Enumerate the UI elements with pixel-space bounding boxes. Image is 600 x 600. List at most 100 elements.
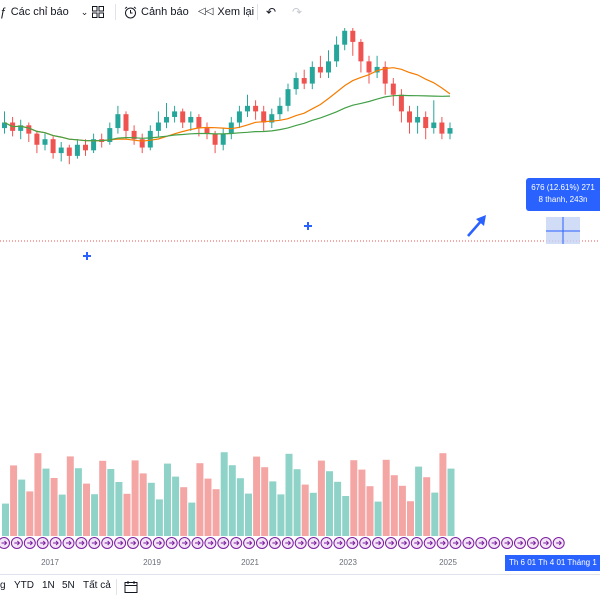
event-marker[interactable]: [139, 537, 152, 549]
volume-bar: [220, 452, 228, 536]
redo-button[interactable]: ↷: [292, 0, 302, 24]
volume-bar: [196, 463, 204, 536]
volume-bar: [188, 502, 196, 536]
volume-bar: [285, 453, 293, 536]
event-marker[interactable]: [217, 537, 230, 549]
event-marker[interactable]: [10, 537, 23, 549]
event-marker[interactable]: [256, 537, 268, 549]
event-marker[interactable]: [359, 537, 372, 549]
event-marker[interactable]: [165, 537, 178, 549]
calendar-range-icon[interactable]: [124, 580, 138, 594]
event-marker[interactable]: [385, 537, 397, 549]
range-button-5y[interactable]: 5N: [62, 580, 75, 591]
candle: [204, 122, 210, 140]
volume-bar: [204, 478, 212, 536]
date-range-bar: g YTD 1N 5N Tất cả: [0, 574, 600, 600]
indicators-button[interactable]: ƒ Các chỉ báo ⌄: [0, 0, 88, 24]
year-tick-label: 2023: [339, 558, 357, 567]
volume-bar: [277, 494, 285, 536]
volume-bar: [50, 478, 58, 536]
event-marker[interactable]: [488, 537, 501, 549]
range-button-ytd[interactable]: YTD: [14, 580, 34, 591]
candle: [407, 105, 412, 134]
volume-bar: [147, 482, 155, 536]
event-marker[interactable]: [36, 537, 49, 549]
crossover-marker[interactable]: [83, 252, 91, 260]
volume-bar: [2, 503, 9, 536]
range-button-all[interactable]: Tất cả: [83, 580, 111, 591]
event-marker[interactable]: [475, 537, 488, 549]
undo-button[interactable]: ↶: [266, 0, 276, 24]
event-marker[interactable]: [397, 537, 410, 549]
event-marker[interactable]: [127, 537, 139, 549]
event-marker[interactable]: [23, 537, 36, 549]
candle: [212, 130, 218, 154]
event-marker[interactable]: [62, 537, 75, 549]
event-marker[interactable]: [307, 537, 320, 549]
event-marker[interactable]: [449, 537, 462, 549]
price-chart[interactable]: [0, 24, 600, 554]
event-marker[interactable]: [243, 537, 256, 549]
candle: [334, 36, 340, 67]
event-marker[interactable]: [526, 537, 539, 549]
volume-bar: [439, 453, 447, 536]
volume-bar: [172, 476, 180, 536]
alerts-button[interactable]: Cảnh báo: [124, 0, 189, 24]
measure-target-box[interactable]: [546, 217, 580, 244]
event-marker[interactable]: [281, 537, 294, 549]
crossover-marker[interactable]: [304, 222, 312, 230]
indicators-icon: ƒ: [0, 5, 7, 19]
event-marker[interactable]: [152, 537, 165, 549]
volume-bar: [236, 478, 244, 536]
candle: [447, 122, 453, 140]
event-marker[interactable]: [552, 537, 565, 549]
event-marker[interactable]: [333, 537, 346, 549]
event-marker[interactable]: [462, 537, 475, 549]
volume-bar: [366, 486, 374, 536]
event-marker[interactable]: [423, 537, 436, 549]
event-marker[interactable]: [436, 537, 449, 549]
volume-bar: [350, 460, 358, 536]
candle: [74, 139, 80, 159]
toolbar-divider: [115, 4, 116, 20]
volume-bar: [431, 492, 439, 536]
event-marker[interactable]: [191, 537, 204, 549]
event-marker[interactable]: [372, 537, 385, 549]
event-marker[interactable]: [101, 537, 114, 549]
event-marker[interactable]: [49, 537, 62, 549]
layouts-button[interactable]: [92, 0, 104, 24]
volume-bar: [83, 483, 90, 536]
candle: [285, 83, 291, 112]
event-marker[interactable]: [88, 537, 101, 549]
range-button-partial[interactable]: g: [0, 580, 6, 591]
candle: [277, 97, 283, 120]
range-button-1y[interactable]: 1N: [42, 580, 55, 591]
event-marker[interactable]: [501, 537, 514, 549]
event-marker[interactable]: [294, 537, 307, 549]
candle: [155, 111, 161, 137]
candle: [309, 61, 315, 90]
event-marker[interactable]: [0, 537, 10, 549]
event-marker[interactable]: [268, 537, 281, 549]
event-marker[interactable]: [114, 537, 127, 549]
volume-bar: [269, 481, 277, 536]
event-marker[interactable]: [539, 537, 552, 549]
volume-bar: [317, 460, 325, 536]
event-marker[interactable]: [410, 537, 423, 549]
candle: [91, 133, 97, 154]
event-marker[interactable]: [230, 537, 243, 549]
candle: [18, 119, 24, 140]
layout-grid-icon: [92, 6, 104, 18]
volume-bar: [99, 460, 107, 536]
event-marker[interactable]: [75, 537, 88, 549]
event-marker[interactable]: [178, 537, 191, 549]
event-marker[interactable]: [320, 537, 333, 549]
event-marker[interactable]: [204, 537, 217, 549]
replay-label: Xem lại: [217, 6, 255, 18]
event-marker[interactable]: [514, 537, 526, 549]
volume-bar: [398, 485, 406, 536]
event-marker[interactable]: [346, 537, 359, 549]
replay-button[interactable]: ◁◁ Xem lại: [198, 0, 254, 24]
volume-bar: [374, 501, 382, 536]
volume-bar: [66, 456, 74, 536]
